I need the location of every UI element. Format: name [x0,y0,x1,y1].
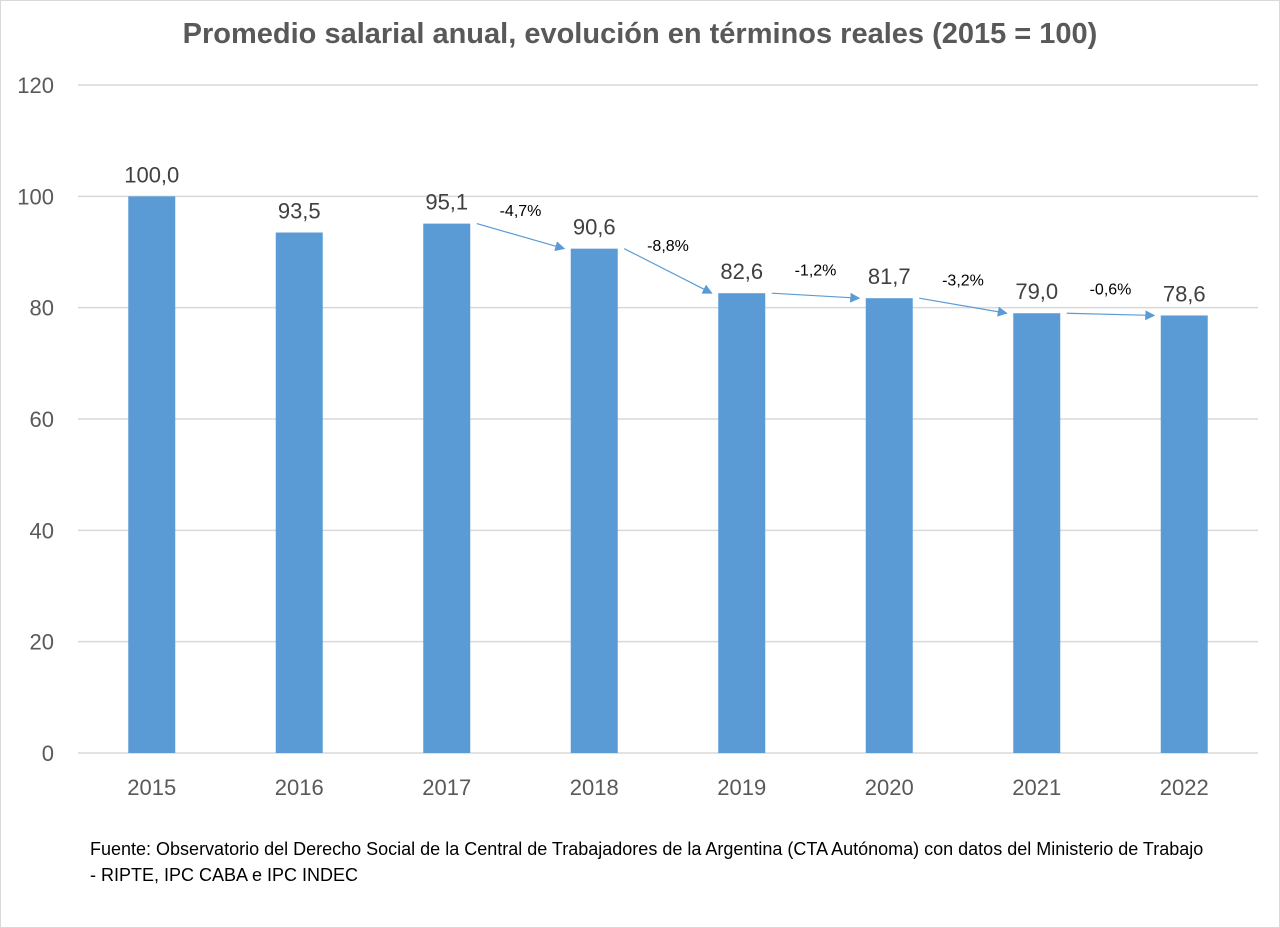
x-tick-label: 2021 [1012,775,1061,800]
x-tick-label: 2022 [1160,775,1209,800]
data-label: 93,5 [278,199,321,224]
y-tick-label: 0 [42,741,54,766]
change-arrow [771,292,861,303]
y-tick-label: 20 [30,630,54,655]
chart-title: Promedio salarial anual, evolución en té… [182,18,1098,50]
change-arrow [1066,310,1156,321]
bar-2016 [275,232,323,753]
x-tick-label: 2019 [717,775,766,800]
x-tick-label: 2018 [570,775,619,800]
bar-2021 [1013,313,1061,753]
data-label: 100,0 [124,162,179,187]
source-note: Fuente: Observatorio del Derecho Social … [90,839,1204,885]
data-label: 90,6 [573,215,616,240]
change-label: -8,8% [647,238,689,255]
x-tick-label: 2016 [275,775,324,800]
bar-2022 [1160,315,1208,753]
data-label: 95,1 [425,190,468,215]
data-label: 82,6 [720,259,763,284]
change-label: -0,6% [1090,281,1132,298]
change-label: -3,2% [942,273,984,290]
y-tick-label: 60 [30,407,54,432]
data-label: 81,7 [868,264,911,289]
bar-2017 [423,223,471,754]
y-tick-label: 80 [30,296,54,321]
change-arrow [623,248,713,294]
bar-2015 [128,196,176,754]
x-tick-label: 2017 [422,775,471,800]
y-tick-label: 40 [30,518,54,543]
change-arrow [919,297,1008,317]
change-arrow [476,223,566,251]
change-label: -1,2% [795,263,837,280]
change-label: -4,7% [500,203,542,220]
y-tick-label: 120 [17,73,54,98]
bar-2018 [570,248,618,753]
bar-2020 [865,298,913,753]
data-label: 79,0 [1015,279,1058,304]
data-label: 78,6 [1163,281,1206,306]
bar-2019 [718,293,766,753]
x-tick-label: 2020 [865,775,914,800]
y-tick-label: 100 [17,184,54,209]
x-tick-label: 2015 [127,775,176,800]
